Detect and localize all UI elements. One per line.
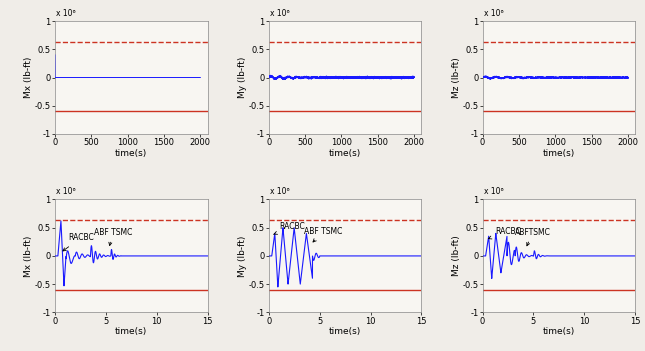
X-axis label: time(s): time(s) (543, 148, 575, 158)
Y-axis label: Mx (lb-ft): Mx (lb-ft) (24, 235, 33, 277)
Y-axis label: Mz (lb-ft): Mz (lb-ft) (452, 236, 461, 276)
Text: x 10⁶: x 10⁶ (270, 9, 290, 18)
X-axis label: time(s): time(s) (329, 148, 361, 158)
Text: x 10⁶: x 10⁶ (56, 9, 76, 18)
Text: ABF TSMC: ABF TSMC (94, 228, 132, 246)
Text: x 10⁶: x 10⁶ (56, 187, 76, 196)
Text: ABFTSMC: ABFTSMC (515, 228, 551, 246)
X-axis label: time(s): time(s) (329, 327, 361, 336)
Text: x 10⁶: x 10⁶ (270, 187, 290, 196)
Text: ABF TSMC: ABF TSMC (304, 227, 342, 242)
Y-axis label: My (lb-ft): My (lb-ft) (238, 235, 247, 277)
Text: RACBC: RACBC (488, 227, 521, 239)
Y-axis label: Mx (lb-ft): Mx (lb-ft) (24, 57, 33, 98)
Text: x 10⁶: x 10⁶ (484, 187, 504, 196)
Text: RACBC: RACBC (63, 233, 94, 251)
X-axis label: time(s): time(s) (543, 327, 575, 336)
Y-axis label: My (lb-ft): My (lb-ft) (238, 57, 247, 98)
X-axis label: time(s): time(s) (115, 148, 147, 158)
Y-axis label: Mz (lb-ft): Mz (lb-ft) (452, 57, 461, 98)
X-axis label: time(s): time(s) (115, 327, 147, 336)
Text: RACBC: RACBC (273, 222, 304, 234)
Text: x 10⁶: x 10⁶ (484, 9, 504, 18)
